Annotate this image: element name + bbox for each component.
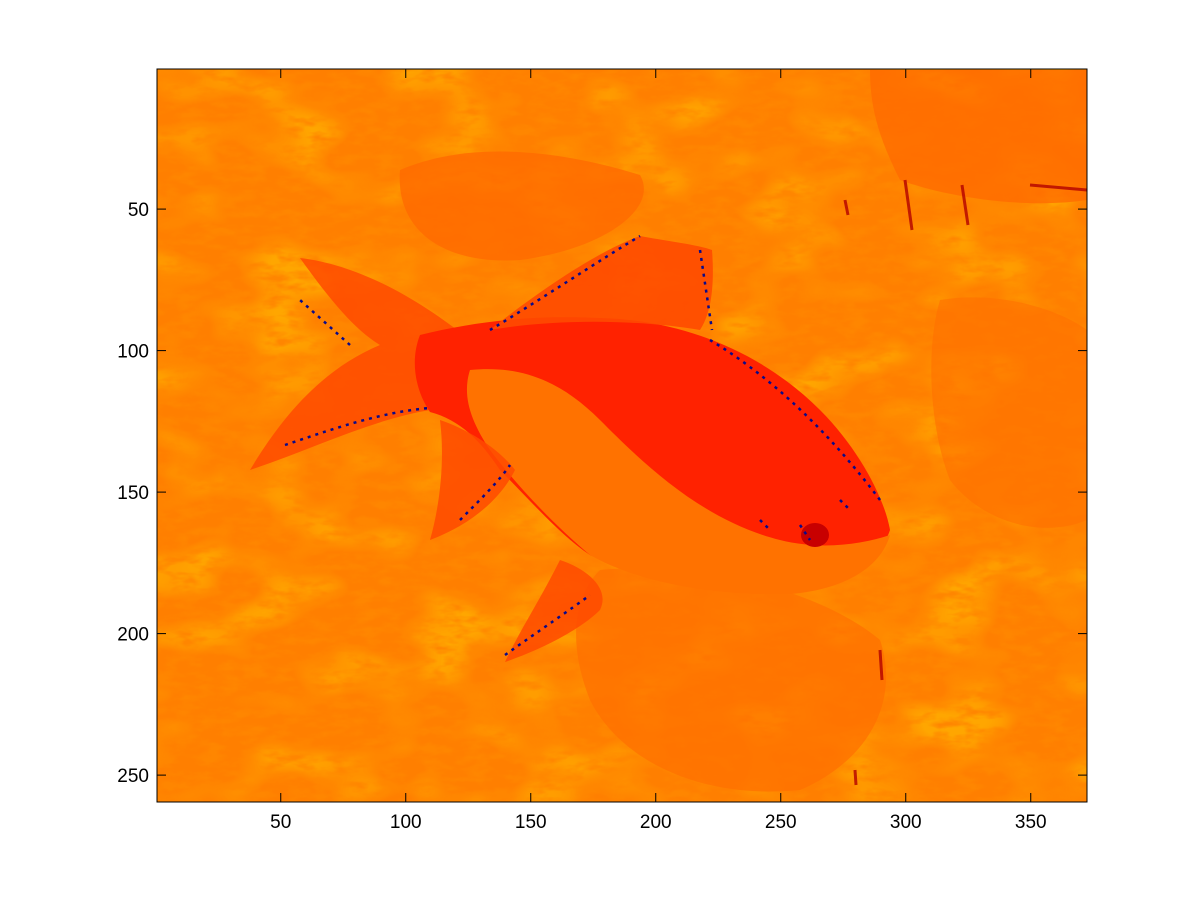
x-tick-label: 100 — [390, 812, 422, 833]
x-tick-label: 200 — [640, 812, 672, 833]
y-tick-label: 150 — [117, 483, 149, 504]
fish-anal-fin — [430, 420, 515, 540]
axes-frame — [156, 68, 1088, 803]
y-tick-label: 100 — [117, 342, 149, 363]
x-tick-label: 300 — [890, 812, 922, 833]
y-axis: 50 100 150 200 250 — [117, 200, 1087, 787]
fish-belly — [466, 369, 890, 595]
image-region — [931, 297, 1087, 528]
x-tick-label: 250 — [765, 812, 797, 833]
image-region — [576, 568, 887, 792]
x-tick-label: 350 — [1015, 812, 1047, 833]
y-tick-label: 50 — [128, 200, 149, 221]
image-region — [870, 70, 1087, 204]
fish-eye — [801, 523, 829, 547]
y-tick-label: 250 — [117, 766, 149, 787]
x-tick-label: 50 — [270, 812, 291, 833]
y-tick-label: 200 — [117, 625, 149, 646]
x-axis: 50 100 150 200 250 300 350 — [270, 69, 1047, 833]
fish-dorsal-fin — [490, 236, 713, 330]
fish-pelvic-fin — [505, 560, 603, 662]
fish-tail — [250, 258, 470, 470]
fin-edge-pixels — [284, 234, 881, 657]
image-layer — [157, 69, 1087, 802]
image-region — [399, 151, 644, 261]
dark-streaks — [843, 179, 1087, 786]
x-tick-label: 150 — [515, 812, 547, 833]
